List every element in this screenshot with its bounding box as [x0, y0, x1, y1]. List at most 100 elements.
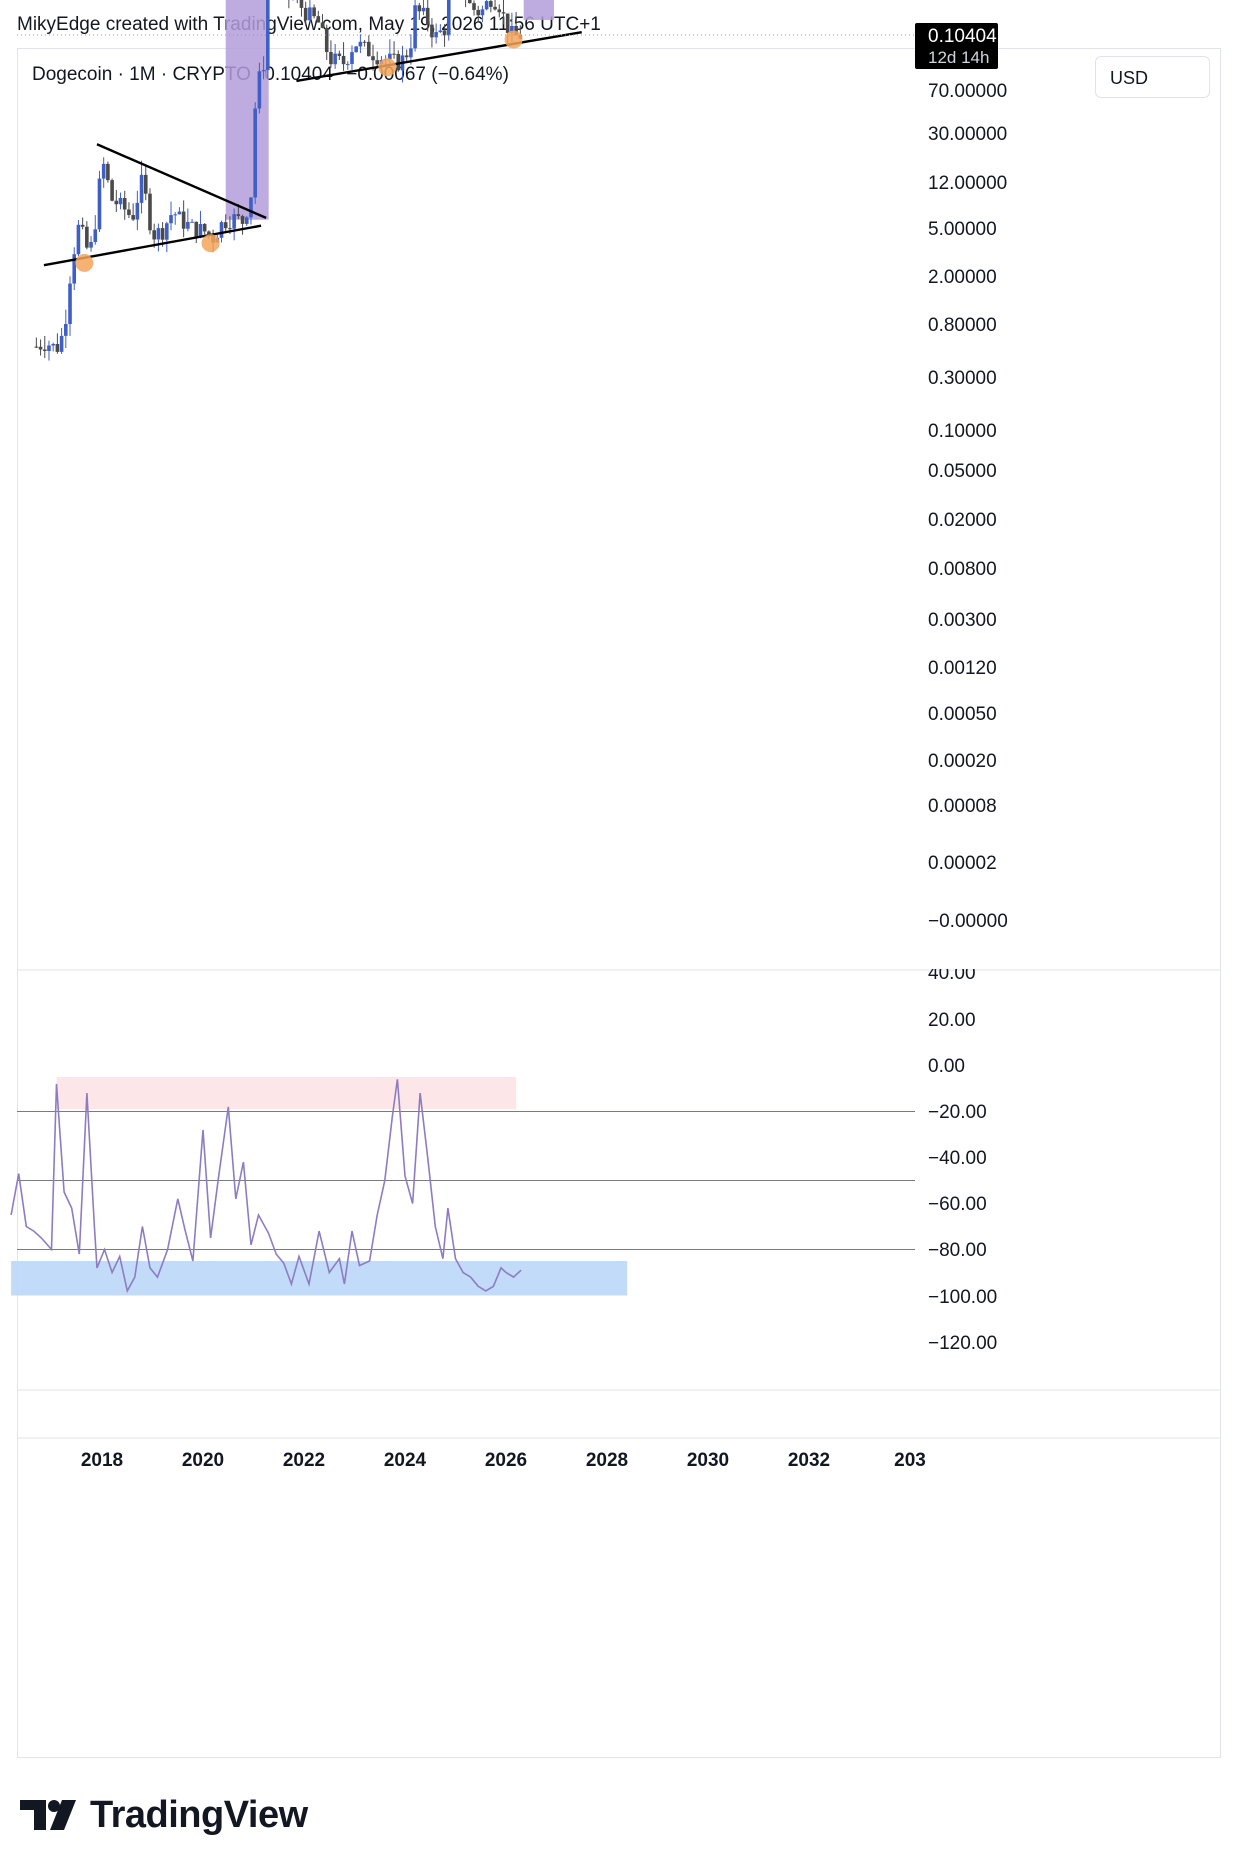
- candle-body: [261, 70, 266, 72]
- candle-body: [392, 53, 396, 55]
- current-price-value: 0.10404: [928, 26, 997, 47]
- separator: ·: [117, 64, 130, 85]
- candle-body: [404, 55, 409, 58]
- projection-box-past-move: [225, 0, 269, 220]
- candle-body: [127, 209, 131, 216]
- candle-body: [76, 224, 81, 255]
- price-axis-tick-label: 0.02000: [928, 510, 997, 531]
- candle-body: [64, 323, 68, 336]
- candle-body: [501, 12, 506, 14]
- time-axis-tick-label: 2020: [182, 1450, 224, 1471]
- candle-body: [505, 13, 510, 33]
- chart-frame: [17, 48, 1221, 1758]
- candle-body: [42, 349, 47, 352]
- candle-body: [468, 0, 472, 4]
- pivot-marker: [504, 30, 523, 49]
- candle-body: [489, 1, 493, 7]
- candle-body: [114, 200, 119, 205]
- price-axis-tick-label: 0.00300: [928, 610, 997, 631]
- price-axis-tick-label: 0.05000: [928, 461, 997, 482]
- price-axis-tick-label: 30.00000: [928, 124, 1007, 145]
- candle-body: [413, 5, 417, 49]
- time-axis-tick-label: 2032: [788, 1450, 830, 1471]
- candle-body: [240, 216, 245, 224]
- candle-body: [80, 224, 85, 227]
- candle-body: [93, 229, 98, 242]
- tradingview-logo[interactable]: TradingView: [20, 1794, 308, 1836]
- oscillator-axis-tick-label: −120.00: [928, 1333, 997, 1354]
- time-axis-tick-label: 2030: [687, 1450, 729, 1471]
- candle-body: [337, 53, 342, 56]
- candle-body: [165, 223, 169, 240]
- symbol-interval: 1M: [129, 64, 156, 85]
- oscillator-zone-overbought: [56, 1077, 517, 1110]
- price-axis-tick-label: 2.00000: [928, 267, 997, 288]
- price-axis-tick-label: 0.00002: [928, 853, 997, 874]
- candle-body: [177, 211, 182, 215]
- trendline-falling-resistance: [96, 143, 267, 220]
- time-axis-tick-label: 203: [894, 1450, 926, 1471]
- candle-body: [51, 343, 55, 346]
- candle-body: [438, 30, 443, 33]
- symbol-name: Dogecoin: [32, 64, 113, 85]
- candle-body: [472, 3, 476, 10]
- price-axis-tick-label: 0.80000: [928, 315, 997, 336]
- price-axis-tick-label: 0.00050: [928, 704, 997, 725]
- candle-body: [367, 41, 371, 57]
- candle-body: [320, 22, 325, 28]
- candle-body: [131, 215, 135, 220]
- price-axis-tick-label: 0.00020: [928, 751, 997, 772]
- pivot-marker: [201, 234, 220, 253]
- trendline-rising-support-2: [296, 30, 582, 83]
- candle-body: [186, 221, 190, 229]
- candle-body: [299, 0, 304, 8]
- pivot-marker: [378, 58, 397, 77]
- candle-body: [388, 53, 392, 60]
- candle-body: [345, 63, 350, 65]
- candle-body: [341, 55, 346, 65]
- candle-body: [38, 346, 43, 350]
- candle-body: [169, 215, 173, 224]
- candle-body: [421, 7, 426, 12]
- candle-body: [106, 163, 110, 181]
- oscillator-line: [10, 1079, 522, 1294]
- candle-body: [514, 25, 518, 36]
- candle-body: [409, 48, 413, 58]
- symbol-price: 0.10404: [264, 64, 333, 85]
- header-credit: MikyEdge created with TradingView.com, M…: [17, 14, 601, 35]
- candle-body: [324, 27, 329, 53]
- candle-body: [510, 25, 514, 33]
- price-axis-tick-label: 0.00120: [928, 658, 997, 679]
- oscillator-axis-tick-label: 20.00: [928, 1010, 976, 1031]
- candle-body: [236, 214, 241, 217]
- candle-body: [85, 226, 89, 248]
- candle-body: [303, 7, 308, 21]
- projection-box-projected-move: [523, 0, 554, 20]
- symbol-legend[interactable]: Dogecoin · 1M · CRYPTO 0.10404 −0.00067 …: [32, 64, 509, 86]
- candle-body: [350, 52, 354, 64]
- currency-button[interactable]: USD: [1095, 56, 1210, 98]
- time-axis-tick-label: 2026: [485, 1450, 527, 1471]
- candle-body: [152, 230, 156, 240]
- candle-body: [122, 198, 127, 210]
- oscillator-axis-tick-label: −60.00: [928, 1194, 987, 1215]
- oscillator-axis-tick-label: −20.00: [928, 1102, 987, 1123]
- tradingview-logo-icon: [20, 1800, 76, 1830]
- candle-body: [202, 224, 207, 232]
- candle-body: [484, 1, 489, 10]
- oscillator-axis-tick-label: −100.00: [928, 1287, 997, 1308]
- candle-body: [148, 193, 152, 231]
- candle-body: [253, 108, 257, 198]
- candle-body: [160, 228, 165, 240]
- candle-body: [417, 5, 422, 12]
- candle-body: [181, 211, 186, 229]
- candle-body: [97, 178, 102, 230]
- candle-body: [219, 222, 224, 238]
- price-axis-tick-label: 0.30000: [928, 368, 997, 389]
- symbol-change-pct: (−0.64%): [431, 64, 509, 85]
- candle-body: [497, 9, 502, 13]
- candle-body: [223, 222, 228, 229]
- candle-body: [194, 221, 199, 237]
